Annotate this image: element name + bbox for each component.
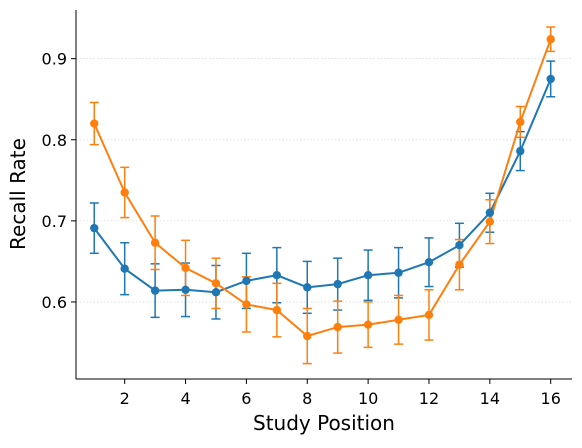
x-tick-label-1: 4 xyxy=(180,389,190,408)
data-point-s0-15 xyxy=(546,74,555,84)
y-axis-label: Recall Rate xyxy=(6,138,30,250)
x-tick-label-0: 2 xyxy=(120,389,130,408)
data-point-s0-1 xyxy=(120,264,129,273)
x-tick-label-4: 10 xyxy=(358,389,378,408)
data-point-s0-11 xyxy=(424,258,434,267)
data-point-s0-6 xyxy=(272,270,282,280)
x-tick-label-2: 6 xyxy=(241,389,251,408)
data-point-s1-3 xyxy=(181,263,190,273)
data-point-s1-1 xyxy=(120,188,129,197)
marker-layer xyxy=(90,34,555,341)
data-point-s0-8 xyxy=(333,279,342,289)
data-point-s1-5 xyxy=(242,300,251,309)
data-point-s0-7 xyxy=(303,283,312,292)
data-point-s0-2 xyxy=(150,286,160,295)
data-point-s1-8 xyxy=(333,322,342,332)
errorbar-layer xyxy=(89,26,556,365)
data-point-s1-2 xyxy=(150,238,160,247)
grid-layer xyxy=(76,58,572,303)
data-point-s1-0 xyxy=(90,119,99,128)
data-point-s0-4 xyxy=(211,288,221,297)
data-point-s0-5 xyxy=(242,276,251,286)
x-axis-label: Study Position xyxy=(253,411,395,435)
data-point-s1-9 xyxy=(363,320,373,329)
data-point-s0-3 xyxy=(181,285,190,294)
data-point-s1-13 xyxy=(485,217,495,226)
data-point-s0-10 xyxy=(394,268,403,277)
y-tick-label-0: 0.6 xyxy=(42,293,67,312)
axis-layer: 2 4 6 8 10 12 14 16 0.6 0.7 0.8 0.9 xyxy=(42,10,572,408)
series-line-0 xyxy=(93,78,552,294)
data-point-s1-10 xyxy=(394,315,403,324)
x-tick-label-7: 16 xyxy=(541,389,561,408)
line-layer xyxy=(93,38,552,338)
data-point-s1-4 xyxy=(211,279,221,288)
data-point-s1-11 xyxy=(424,310,434,320)
data-point-s1-7 xyxy=(303,331,312,341)
x-tick-label-3: 8 xyxy=(302,389,312,408)
data-point-s1-14 xyxy=(516,117,525,127)
y-tick-label-2: 0.8 xyxy=(42,131,67,150)
data-point-s0-12 xyxy=(455,240,464,250)
data-point-s1-15 xyxy=(546,34,555,44)
series-line-1 xyxy=(93,38,552,338)
x-tick-label-5: 12 xyxy=(419,389,439,408)
y-tick-label-1: 0.7 xyxy=(42,212,67,231)
data-point-s0-14 xyxy=(516,146,525,156)
x-tick-label-6: 14 xyxy=(480,389,500,408)
y-tick-label-3: 0.9 xyxy=(42,50,67,69)
data-point-s0-0 xyxy=(90,223,99,233)
data-point-s1-6 xyxy=(272,305,282,315)
data-point-s0-9 xyxy=(363,270,373,280)
data-point-s0-13 xyxy=(485,208,495,217)
data-point-s1-12 xyxy=(455,260,464,269)
